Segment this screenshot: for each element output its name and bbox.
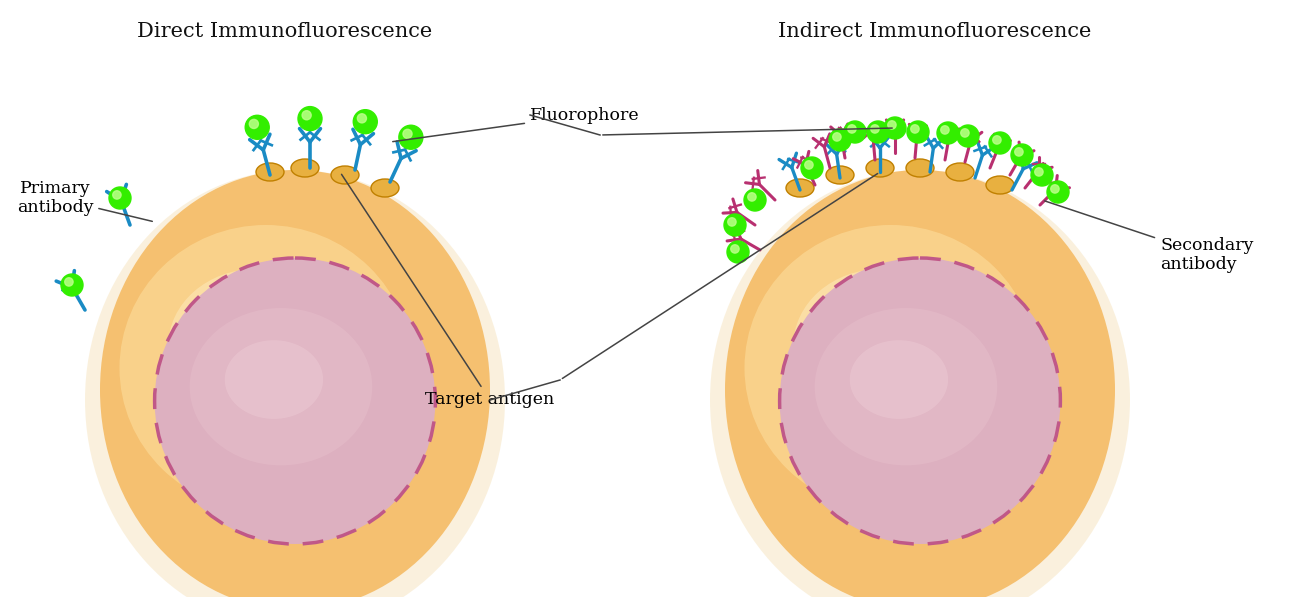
Circle shape	[728, 218, 736, 226]
Ellipse shape	[946, 163, 974, 181]
Ellipse shape	[370, 179, 399, 197]
Ellipse shape	[291, 159, 318, 177]
Circle shape	[907, 121, 930, 143]
Ellipse shape	[725, 170, 1115, 597]
Ellipse shape	[332, 166, 359, 184]
Ellipse shape	[710, 170, 1130, 597]
Ellipse shape	[155, 258, 436, 544]
Ellipse shape	[826, 166, 854, 184]
Circle shape	[724, 214, 746, 236]
Text: Direct Immunofluorescence: Direct Immunofluorescence	[138, 22, 433, 41]
Circle shape	[399, 125, 422, 149]
Text: Secondary
antibody: Secondary antibody	[1045, 201, 1253, 273]
Circle shape	[867, 121, 889, 143]
Circle shape	[829, 129, 852, 151]
Circle shape	[109, 187, 131, 209]
Circle shape	[246, 115, 269, 139]
Circle shape	[833, 133, 841, 141]
Circle shape	[1046, 181, 1069, 203]
Circle shape	[747, 193, 757, 201]
Circle shape	[727, 241, 749, 263]
Circle shape	[250, 119, 259, 128]
Ellipse shape	[225, 340, 324, 419]
Ellipse shape	[793, 269, 968, 423]
Circle shape	[61, 274, 83, 296]
Circle shape	[1050, 184, 1060, 193]
Circle shape	[298, 107, 322, 131]
Circle shape	[993, 136, 1001, 144]
Circle shape	[937, 122, 959, 144]
Text: Primary
antibody: Primary antibody	[17, 180, 152, 221]
Circle shape	[957, 125, 979, 147]
Circle shape	[871, 125, 879, 133]
Circle shape	[1011, 144, 1034, 166]
Circle shape	[731, 245, 740, 253]
Ellipse shape	[906, 159, 933, 177]
Circle shape	[302, 110, 311, 120]
Circle shape	[354, 110, 377, 134]
Circle shape	[801, 157, 823, 179]
Text: Fluorophore: Fluorophore	[393, 106, 640, 141]
Text: Target antigen: Target antigen	[342, 174, 555, 408]
Text: Indirect Immunofluorescence: Indirect Immunofluorescence	[779, 22, 1092, 41]
Ellipse shape	[780, 258, 1061, 544]
Ellipse shape	[256, 163, 283, 181]
Circle shape	[961, 129, 968, 137]
Circle shape	[848, 125, 857, 133]
Circle shape	[113, 190, 121, 199]
Circle shape	[911, 125, 919, 133]
Circle shape	[989, 132, 1011, 154]
Circle shape	[1035, 168, 1043, 176]
Circle shape	[1031, 164, 1053, 186]
Ellipse shape	[168, 269, 343, 423]
Circle shape	[884, 117, 906, 139]
Ellipse shape	[815, 308, 997, 465]
Circle shape	[1015, 147, 1023, 156]
Ellipse shape	[985, 176, 1014, 194]
Circle shape	[805, 161, 812, 169]
Ellipse shape	[190, 308, 372, 465]
Circle shape	[888, 121, 896, 129]
Circle shape	[65, 278, 73, 286]
Circle shape	[403, 130, 412, 139]
Ellipse shape	[84, 170, 504, 597]
Ellipse shape	[120, 225, 412, 511]
Circle shape	[941, 126, 949, 134]
Ellipse shape	[850, 340, 948, 419]
Ellipse shape	[100, 170, 490, 597]
Ellipse shape	[745, 225, 1037, 511]
Circle shape	[844, 121, 866, 143]
Circle shape	[358, 114, 367, 123]
Ellipse shape	[786, 179, 814, 197]
Circle shape	[744, 189, 766, 211]
Ellipse shape	[866, 159, 894, 177]
